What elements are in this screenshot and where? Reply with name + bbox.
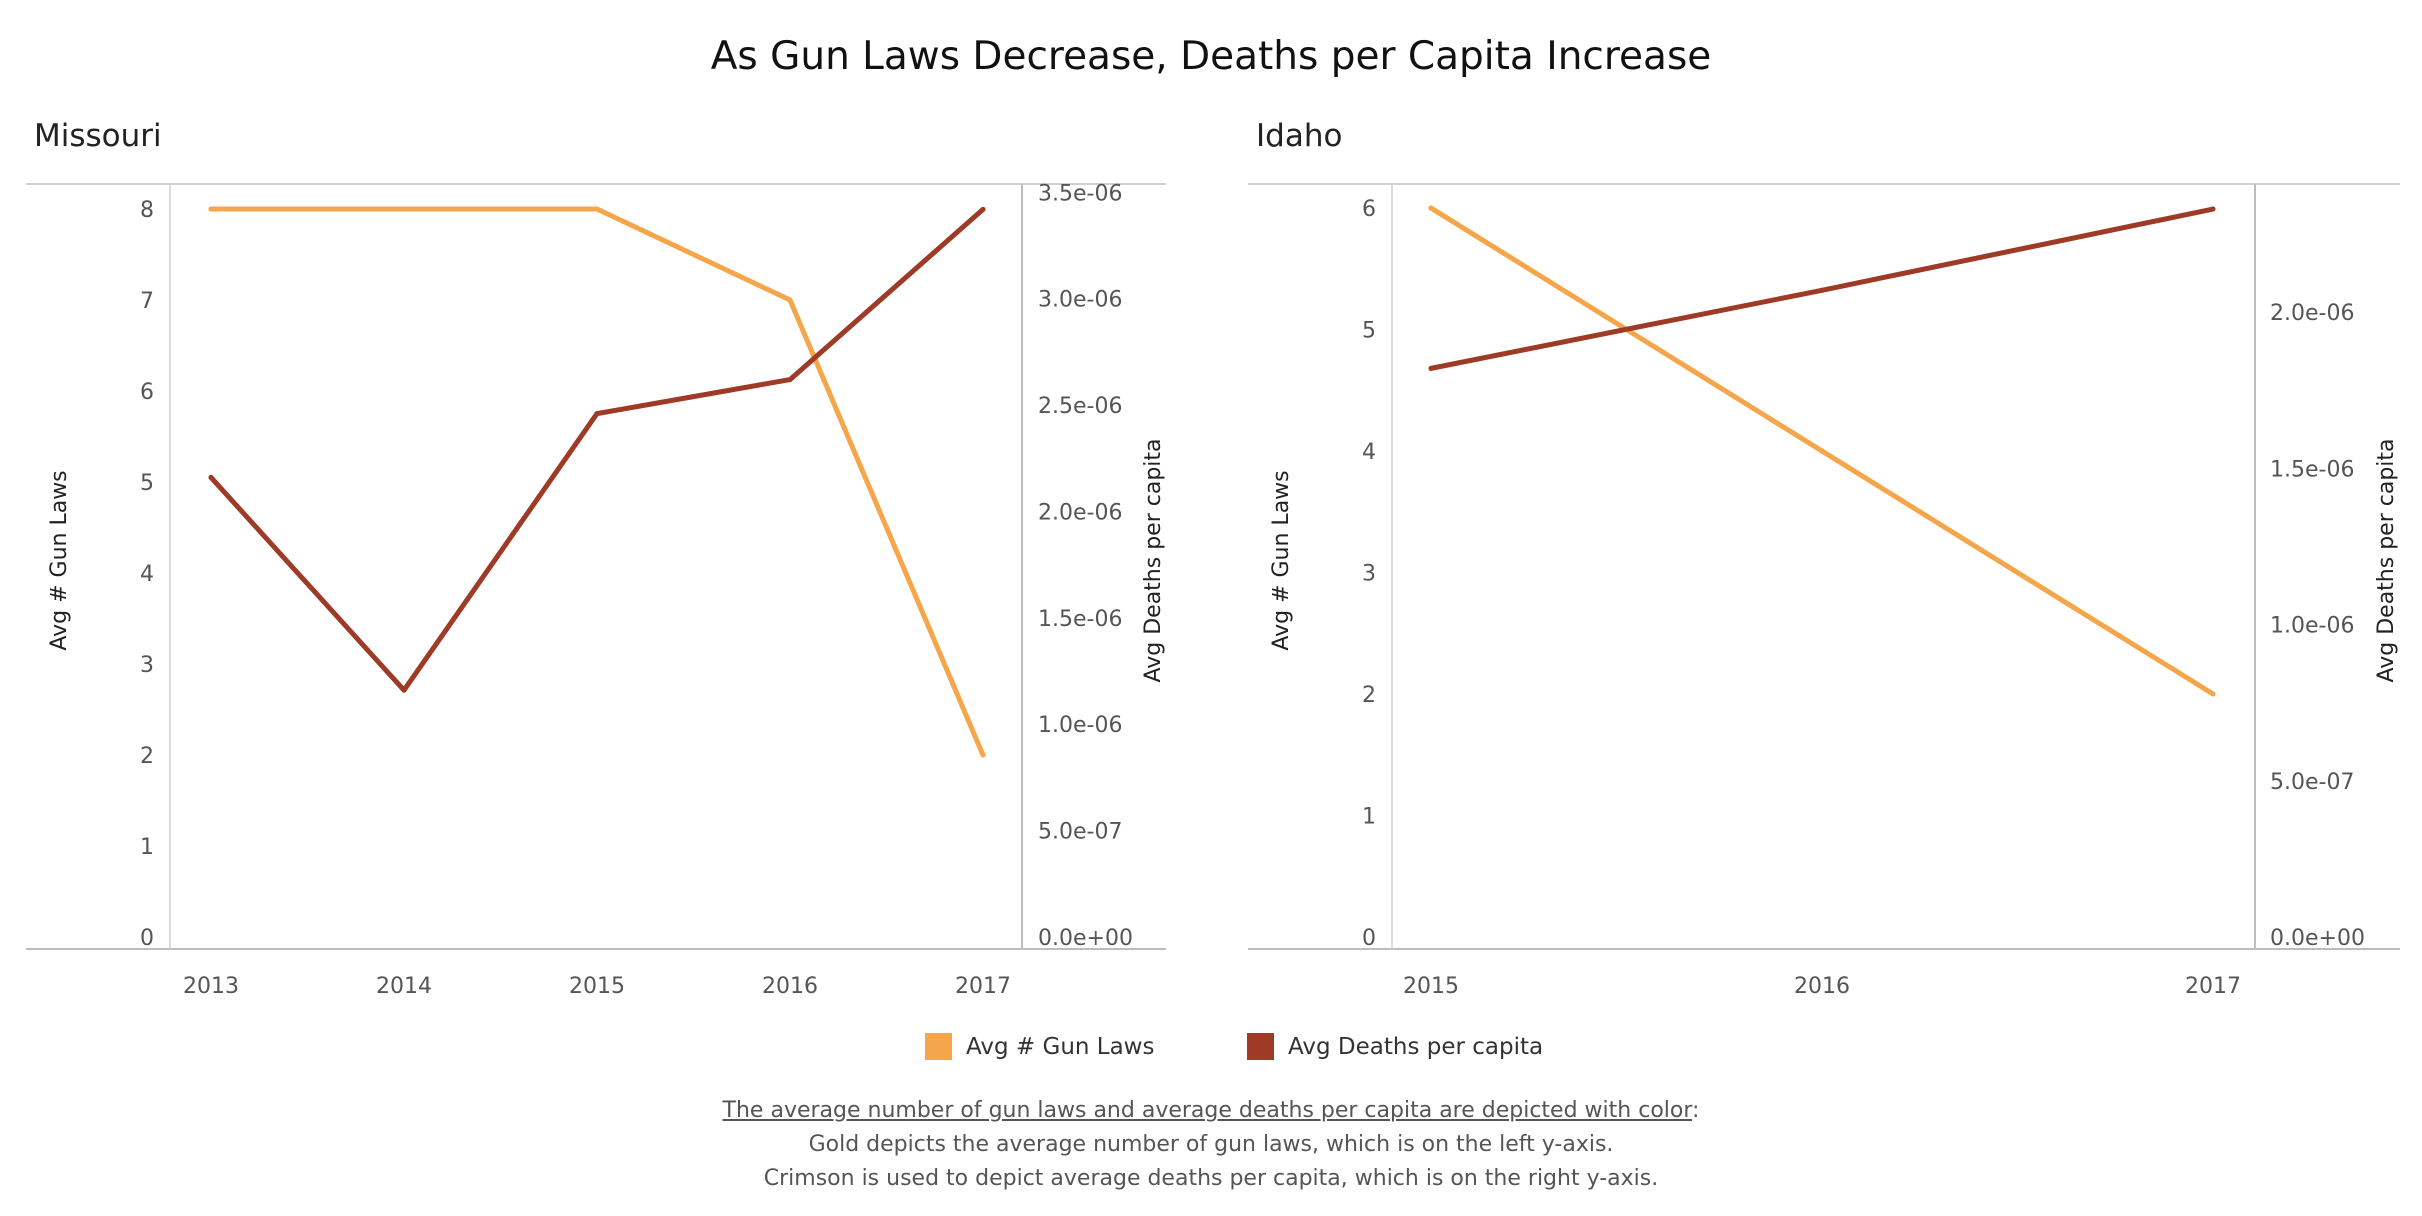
idaho-point-gun-laws xyxy=(2210,691,2216,697)
missouri-right-tick-label: 3.0e-06 xyxy=(1038,288,1122,313)
legend-swatch-gun-laws xyxy=(925,1033,952,1060)
idaho-point-gun-laws xyxy=(1428,205,1434,211)
missouri-x-tick-label: 2014 xyxy=(376,974,432,999)
missouri-left-tick-label: 2 xyxy=(140,744,154,769)
missouri-series-line-deaths xyxy=(208,206,986,693)
caption-line-crimson: Crimson is used to depict average deaths… xyxy=(763,1166,1659,1191)
legend-swatch-deaths xyxy=(1247,1033,1274,1060)
caption-line-gold: Gold depicts the average number of gun l… xyxy=(808,1132,1614,1157)
idaho-left-tick-label: 2 xyxy=(1362,683,1376,708)
missouri-right-tick-label: 3.5e-06 xyxy=(1038,181,1122,206)
idaho-x-tick-label: 2015 xyxy=(1403,974,1459,999)
missouri-right-tick-label: 1.0e-06 xyxy=(1038,713,1122,738)
missouri-right-axis-title: Avg Deaths per capita xyxy=(1141,438,1166,682)
missouri-point-gun-laws xyxy=(208,206,214,212)
missouri-point-deaths xyxy=(980,206,986,212)
missouri-x-tick-label: 2015 xyxy=(569,974,625,999)
missouri-left-tick-label: 0 xyxy=(140,926,154,951)
legend-label-gun-laws: Avg # Gun Laws xyxy=(966,1033,1155,1060)
idaho-left-tick-label: 3 xyxy=(1362,562,1376,587)
idaho-x-tick-label: 2016 xyxy=(1794,974,1850,999)
missouri-point-gun-laws xyxy=(980,752,986,758)
missouri-left-tick-label: 7 xyxy=(140,289,154,314)
charts-canvas: 0 1 2 3 4 5 6 7 8 0.0e+00 5.0e-07 1.0e-06 1.5e-06 2.0… xyxy=(26,181,2400,999)
idaho-right-tick-label: 5.0e-07 xyxy=(2270,770,2354,795)
missouri-left-tick-label: 3 xyxy=(140,653,154,678)
legend-label-deaths: Avg Deaths per capita xyxy=(1288,1033,1544,1060)
caption: The average number of gun laws and avera… xyxy=(0,1094,2422,1196)
missouri-left-tick-label: 5 xyxy=(140,471,154,496)
idaho-left-axis-title: Avg # Gun Laws xyxy=(1269,470,1294,650)
idaho-right-axis-title: Avg Deaths per capita xyxy=(2374,438,2399,682)
caption-heading: The average number of gun laws and avera… xyxy=(722,1098,1693,1123)
missouri-left-tick-label: 8 xyxy=(140,198,154,223)
idaho-left-tick-label: 0 xyxy=(1362,926,1376,951)
idaho-right-tick-label: 0.0e+00 xyxy=(2270,926,2365,951)
missouri-left-tick-label: 6 xyxy=(140,380,154,405)
caption-heading-suffix: : xyxy=(1692,1098,1700,1123)
idaho-left-tick-label: 1 xyxy=(1362,805,1376,830)
missouri-right-tick-label: 2.5e-06 xyxy=(1038,394,1122,419)
missouri-right-tick-label: 5.0e-07 xyxy=(1038,820,1122,845)
chart-title: As Gun Laws Decrease, Deaths per Capita … xyxy=(710,34,1712,79)
missouri-series-line-gun-laws xyxy=(208,206,986,758)
legend-item-gun-laws[interactable]: Avg # Gun Laws xyxy=(925,1033,1154,1060)
missouri-point-deaths xyxy=(208,474,214,480)
panel-title-idaho: Idaho xyxy=(1256,118,1343,154)
missouri-x-tick-label: 2016 xyxy=(762,974,818,999)
missouri-point-gun-laws xyxy=(787,297,793,303)
idaho-right-tick-label: 1.0e-06 xyxy=(2270,614,2354,639)
missouri-point-deaths xyxy=(401,687,407,693)
idaho-x-tick-label: 2017 xyxy=(2185,974,2241,999)
idaho-left-tick-label: 6 xyxy=(1362,197,1376,222)
missouri-left-axis-title: Avg # Gun Laws xyxy=(47,470,72,650)
panel-title-missouri: Missouri xyxy=(34,118,162,154)
missouri-x-tick-label: 2013 xyxy=(183,974,239,999)
idaho-left-tick-label: 4 xyxy=(1362,440,1376,465)
missouri-point-gun-laws xyxy=(401,206,407,212)
legend-item-deaths[interactable]: Avg Deaths per capita xyxy=(1247,1033,1543,1060)
idaho-right-tick-label: 2.0e-06 xyxy=(2270,301,2354,326)
idaho-point-deaths xyxy=(1428,365,1434,371)
missouri-right-tick-label: 0.0e+00 xyxy=(1038,926,1133,951)
caption-heading-line: The average number of gun laws and avera… xyxy=(0,1094,2422,1128)
legend: Avg # Gun Laws Avg Deaths per capita xyxy=(0,1033,2422,1073)
idaho-left-tick-label: 5 xyxy=(1362,319,1376,344)
missouri-left-tick-label: 4 xyxy=(140,562,154,587)
missouri-point-deaths xyxy=(787,377,793,383)
idaho-point-deaths xyxy=(1819,287,1825,293)
idaho-point-deaths xyxy=(2210,206,2216,212)
missouri-x-tick-label: 2017 xyxy=(955,974,1011,999)
idaho-point-gun-laws xyxy=(1819,448,1825,454)
missouri-point-deaths xyxy=(594,411,600,417)
missouri-point-gun-laws xyxy=(594,206,600,212)
idaho-right-tick-label: 1.5e-06 xyxy=(2270,457,2354,482)
missouri-right-tick-label: 1.5e-06 xyxy=(1038,607,1122,632)
missouri-left-tick-label: 1 xyxy=(140,835,154,860)
missouri-right-tick-label: 2.0e-06 xyxy=(1038,500,1122,525)
